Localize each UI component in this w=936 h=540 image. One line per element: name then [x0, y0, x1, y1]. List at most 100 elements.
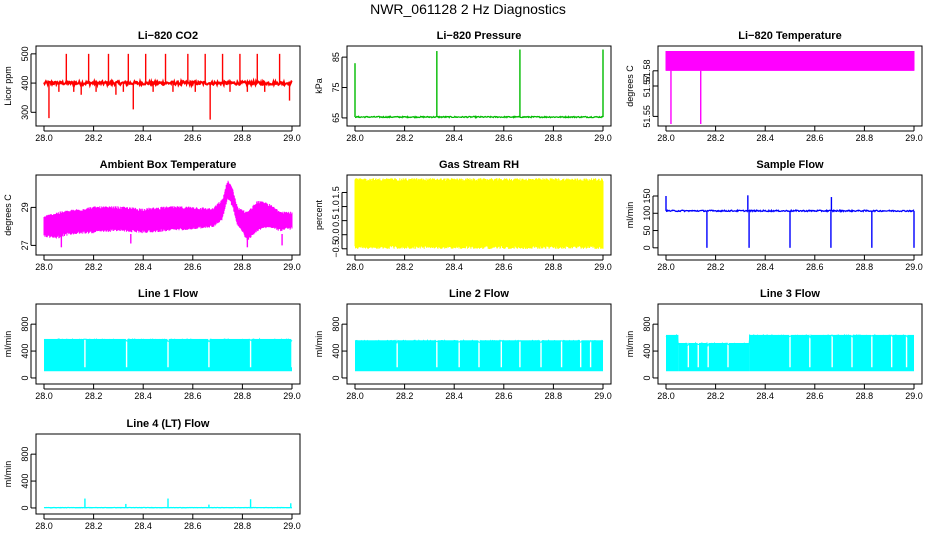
y-tick-label: 27 — [20, 240, 30, 250]
x-tick-label: 29.0 — [283, 391, 301, 401]
x-tick-label: 28.4 — [134, 521, 152, 531]
data-band — [666, 334, 679, 372]
y-tick-label: 0 — [642, 245, 652, 250]
x-tick-label: 28.6 — [806, 133, 824, 143]
y-axis: 0 50 100 150 — [642, 188, 658, 250]
chart-line2: Line 2 Flow ml/min 28.0 28.2 28.4 28.6 28.8 29.… — [314, 288, 612, 401]
y-tick-label: 400 — [20, 344, 30, 359]
data-area — [43, 53, 293, 120]
chart-title: Li−820 Temperature — [738, 30, 841, 42]
x-tick-label: 28.0 — [657, 262, 675, 272]
plot-frame — [35, 174, 301, 256]
y-tick-label: 0.0 — [331, 228, 341, 241]
y-axis: −0.50.00.51.01.5 — [331, 186, 347, 258]
x-tick-label: 28.8 — [234, 262, 252, 272]
y-axis-label: ml/min — [625, 331, 635, 358]
x-tick-label: 28.8 — [545, 391, 563, 401]
data-line — [354, 178, 604, 249]
y-tick-label: 800 — [331, 317, 341, 332]
chart-title: Line 1 Flow — [138, 288, 198, 300]
plot-frame — [35, 433, 301, 515]
x-tick-label: 28.0 — [35, 262, 53, 272]
plot-frame — [35, 303, 301, 385]
plot-frame — [657, 303, 923, 385]
y-tick-label: 500 — [20, 46, 30, 61]
figure-title: NWR_061128 2 Hz Diagnostics — [370, 1, 566, 17]
chart-line1: Line 1 Flow ml/min 28.0 28.2 28.4 28.6 28.8 29.… — [3, 288, 301, 401]
chart-title: Sample Flow — [756, 159, 824, 171]
x-tick-label: 28.0 — [346, 133, 364, 143]
x-tick-label: 29.0 — [283, 133, 301, 143]
x-tick-label: 28.4 — [445, 262, 463, 272]
x-tick-label: 29.0 — [594, 262, 612, 272]
x-tick-label: 28.6 — [806, 262, 824, 272]
x-tick-label: 28.4 — [134, 262, 152, 272]
y-tick-label: 51.57 — [642, 75, 652, 98]
y-axis: 300 400 500 — [20, 46, 36, 120]
y-tick-label: 800 — [642, 317, 652, 332]
data-line — [43, 77, 293, 89]
x-tick-label: 28.2 — [85, 133, 103, 143]
x-tick-label: 29.0 — [905, 391, 923, 401]
plot-frame — [346, 303, 612, 385]
x-tick-label: 28.6 — [184, 262, 202, 272]
x-axis: 28.0 28.2 28.4 28.6 28.8 29.0 — [657, 126, 923, 143]
y-tick-label: 51.55 — [642, 105, 652, 128]
y-tick-label: 1.0 — [331, 200, 341, 213]
chart-title: Li−820 Pressure — [437, 30, 522, 42]
x-axis: 28.0 28.2 28.4 28.6 28.8 29.0 — [346, 255, 612, 272]
y-tick-label: 51.58 — [642, 60, 652, 83]
chart-title: Line 3 Flow — [760, 288, 820, 300]
chart-sample-flow: Sample Flow ml/min 28.0 28.2 28.4 28.6 28.8 29.… — [625, 159, 923, 272]
x-tick-label: 29.0 — [905, 133, 923, 143]
y-tick-label: 400 — [642, 344, 652, 359]
y-axis: 0 400 800 — [331, 317, 347, 380]
x-tick-label: 28.0 — [346, 391, 364, 401]
y-tick-label: 65 — [331, 113, 341, 123]
x-tick-label: 28.8 — [234, 521, 252, 531]
y-tick-label: 0 — [642, 375, 652, 380]
y-axis: 0 400 800 — [20, 447, 36, 510]
x-tick-label: 28.4 — [445, 133, 463, 143]
x-tick-label: 29.0 — [905, 262, 923, 272]
plot-frame — [346, 174, 612, 256]
x-tick-label: 29.0 — [283, 262, 301, 272]
chart-title: Gas Stream RH — [439, 159, 519, 171]
x-tick-label: 28.6 — [495, 262, 513, 272]
y-axis-label: percent — [314, 199, 324, 230]
x-tick-label: 28.4 — [756, 133, 774, 143]
x-axis: 28.0 28.2 28.4 28.6 28.8 29.0 — [35, 384, 301, 401]
y-tick-label: 400 — [20, 474, 30, 489]
data-area — [354, 49, 604, 120]
chart-rh: Gas Stream RH percent 28.0 28.2 28.4 28.6 28.8… — [314, 159, 612, 272]
x-tick-label: 28.6 — [495, 391, 513, 401]
y-tick-label: 29 — [20, 202, 30, 212]
x-tick-label: 28.2 — [396, 133, 414, 143]
y-axis: 0 400 800 — [642, 317, 658, 380]
y-tick-label: 800 — [20, 447, 30, 462]
chart-pressure: Li−820 Pressure kPa 28.0 28.2 28.4 28.6 28.8 29… — [314, 30, 612, 143]
y-tick-label: 0 — [20, 505, 30, 510]
y-axis-label: ml/min — [314, 331, 324, 358]
x-tick-label: 28.2 — [707, 133, 725, 143]
x-tick-label: 28.6 — [184, 133, 202, 143]
y-tick-label: 0 — [20, 375, 30, 380]
y-tick-label: 800 — [20, 317, 30, 332]
data-area — [665, 51, 915, 124]
y-axis-label: Licor ppm — [3, 66, 13, 106]
chart-title: Line 2 Flow — [449, 288, 509, 300]
x-axis: 28.0 28.2 28.4 28.6 28.8 29.0 — [657, 384, 923, 401]
x-axis: 28.0 28.2 28.4 28.6 28.8 29.0 — [35, 255, 301, 272]
x-tick-label: 29.0 — [594, 133, 612, 143]
x-tick-label: 28.8 — [234, 391, 252, 401]
y-axis-label: ml/min — [625, 202, 635, 229]
data-area — [665, 306, 915, 372]
data-line — [354, 114, 604, 120]
plot-frame — [657, 174, 923, 256]
x-tick-label: 28.0 — [35, 391, 53, 401]
x-tick-label: 28.8 — [234, 133, 252, 143]
x-tick-label: 28.8 — [545, 262, 563, 272]
data-line — [43, 180, 293, 241]
